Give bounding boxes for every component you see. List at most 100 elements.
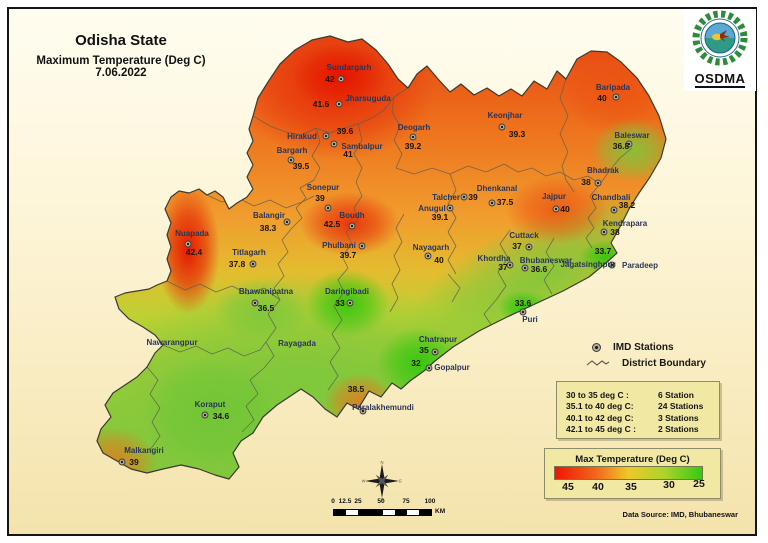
station-label: Bhubaneswar xyxy=(520,256,572,265)
station-marker-dot xyxy=(186,242,190,246)
summary-count: 6 Station xyxy=(658,389,694,400)
page-title: Odisha State xyxy=(75,32,167,49)
station-label: Bargarh xyxy=(277,146,308,155)
station-marker-dot xyxy=(285,220,289,224)
station-value: 40 xyxy=(434,255,444,265)
station-label: Boudh xyxy=(339,211,364,220)
station-value: 39.3 xyxy=(509,129,526,139)
station-value: 40 xyxy=(560,204,570,214)
station-label: Malkangiri xyxy=(124,446,164,455)
station-symbol-icon xyxy=(592,342,601,352)
station-marker-dot xyxy=(203,413,207,417)
legend-stations-label: IMD Stations xyxy=(613,341,674,353)
color-scale-box: Max Temperature (Deg C) 45 40 35 30 25 xyxy=(544,448,721,499)
stations-layer: Sundargarh 42 Jharsuguda 41.6 Hirakud 39.6 Sam… xyxy=(118,63,658,467)
district-label-rayagada: Rayagada xyxy=(278,339,316,348)
station-label: Koraput xyxy=(195,400,226,409)
station-value: 38.5 xyxy=(348,384,365,394)
station-marker-dot xyxy=(433,350,437,354)
station-value: 37.8 xyxy=(229,259,246,269)
station-hirakud: Hirakud 39.6 xyxy=(287,126,353,141)
station-marker-dot xyxy=(627,142,631,146)
station-label: Puri xyxy=(522,315,538,324)
station-label: Dhenkanal xyxy=(477,184,517,193)
summary-range: 35.1 to 40 deg C: xyxy=(566,401,634,412)
station-marker-dot xyxy=(523,266,527,270)
station-marker-dot xyxy=(289,158,293,162)
station-marker-dot xyxy=(448,206,452,210)
summary-count: 2 Stations xyxy=(658,424,699,435)
district-label-jagatsinghpur: Jagatsinghpur xyxy=(560,260,615,269)
scale-unit: KM xyxy=(435,508,446,515)
station-keonjhar: Keonjhar 39.3 xyxy=(488,111,526,139)
station-label: Nayagarh xyxy=(413,243,450,252)
scale-label: 50 xyxy=(377,498,385,505)
tick-30: 30 xyxy=(663,479,675,491)
station-malkangiri: Malkangiri 39 xyxy=(118,446,164,467)
station-value: 38.2 xyxy=(619,200,636,210)
station-titlagarh: Titlagarh 37.8 xyxy=(229,248,266,269)
station-nuapada: Nuapada 42.4 xyxy=(175,229,209,257)
station-marker-dot xyxy=(490,201,494,205)
scale-label: 12.5 xyxy=(338,498,352,505)
station-label: Paralakhemundi xyxy=(352,403,414,412)
station-value: 39 xyxy=(315,193,325,203)
station-label: Baripada xyxy=(596,83,631,92)
station-label: Jharsuguda xyxy=(345,94,391,103)
svg-text:S: S xyxy=(381,497,384,501)
scale-label: 0 xyxy=(331,498,335,505)
station-nayagarh: Nayagarh 40 xyxy=(413,243,450,265)
map-date: 7.06.2022 xyxy=(95,67,147,79)
state-boundary xyxy=(96,35,667,480)
station-label: Phulbani xyxy=(322,241,356,250)
map-legend: IMD Stations District Boundary xyxy=(586,339,706,371)
station-balangir: Balangir 38.3 xyxy=(253,211,291,233)
station-value: 37.5 xyxy=(497,197,514,207)
summary-count: 24 Stations xyxy=(658,401,704,412)
station-value: 37 xyxy=(498,262,508,272)
station-label: Gopalpur xyxy=(434,363,470,372)
station-label: Baleswar xyxy=(614,131,649,140)
station-marker-dot xyxy=(337,102,341,106)
station-label: Bhawanipatna xyxy=(239,287,294,296)
station-value: 39.6 xyxy=(337,126,354,136)
station-label: Deogarh xyxy=(398,123,431,132)
station-jharsuguda: Jharsuguda 41.6 xyxy=(313,94,391,109)
scale-bar: 0 12.5 25 50 75 100 KM xyxy=(326,498,451,522)
color-scale-gradient xyxy=(554,466,703,480)
station-value: 32 xyxy=(411,358,421,368)
station-label: Hirakud xyxy=(287,132,317,141)
station-paradeep: Paradeep 33.7 xyxy=(595,246,658,270)
station-label: Titlagarh xyxy=(232,248,266,257)
summary-row: 42.1 to 45 deg C : 2 Stations xyxy=(566,424,719,436)
scale-label: 75 xyxy=(402,498,410,505)
svg-text:N: N xyxy=(380,461,384,465)
station-marker-dot xyxy=(612,208,616,212)
tick-45: 45 xyxy=(562,481,574,493)
data-source: Data Source: IMD, Bhubaneswar xyxy=(622,510,738,519)
station-label: Bhadrak xyxy=(587,166,620,175)
station-label: Chatrapur xyxy=(419,335,457,344)
station-bargarh: Bargarh 39.5 xyxy=(277,146,310,171)
station-value: 33.6 xyxy=(515,298,532,308)
station-marker-dot xyxy=(120,460,124,464)
scale-bar-segments xyxy=(333,509,432,516)
station-label: Sambalpur xyxy=(341,142,382,151)
station-label: Balangir xyxy=(253,211,285,220)
tick-25: 25 xyxy=(693,478,705,490)
station-koraput: Koraput 34.6 xyxy=(195,400,230,421)
station-value: 36.6 xyxy=(531,264,548,274)
district-boundaries xyxy=(146,78,633,451)
color-scale-ticks: 45 40 35 30 25 xyxy=(554,478,705,495)
station-value: 42.5 xyxy=(324,219,341,229)
station-bhawanipatna: Bhawanipatna 36.5 xyxy=(239,287,294,313)
station-marker-dot xyxy=(596,181,600,185)
